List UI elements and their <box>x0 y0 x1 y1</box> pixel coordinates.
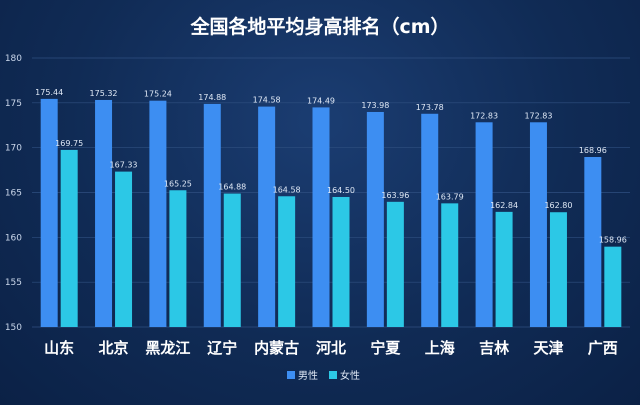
bar-female-2[interactable] <box>169 190 187 327</box>
data-label-female-3: 164.88 <box>218 183 246 192</box>
bar-female-3[interactable] <box>223 193 241 327</box>
data-label-female-4: 164.58 <box>273 185 301 194</box>
data-label-female-2: 165.25 <box>164 179 192 188</box>
bar-male-8[interactable] <box>475 122 493 327</box>
data-label-male-8: 172.83 <box>470 111 498 120</box>
x-axis: 山东 北京 黑龙江 辽宁 内蒙古 河北 宁夏 上海 吉林 天津 广西 <box>44 339 618 357</box>
x-tick-label-5: 河北 <box>316 339 346 357</box>
y-tick-label: 160 <box>5 233 22 243</box>
x-tick-label-9: 天津 <box>533 339 563 357</box>
y-tick-label: 165 <box>5 189 22 199</box>
bar-female-8[interactable] <box>495 211 513 327</box>
y-axis: 150 155 160 165 170 175 180 <box>5 54 22 333</box>
bar-male-10[interactable] <box>584 156 602 327</box>
y-tick-label: 170 <box>5 144 22 154</box>
data-label-female-9: 162.80 <box>544 201 572 210</box>
data-label-male-0: 175.44 <box>35 88 63 97</box>
data-label-female-7: 163.79 <box>436 192 464 201</box>
legend[interactable]: 男性 女性 <box>287 369 360 382</box>
data-label-male-4: 174.58 <box>253 96 281 105</box>
data-label-female-8: 162.84 <box>490 201 518 210</box>
chart-title: 全国各地平均身高排名（cm） <box>189 15 449 38</box>
data-label-female-10: 158.96 <box>599 236 627 245</box>
data-label-male-3: 174.88 <box>198 93 226 102</box>
bar-female-10[interactable] <box>604 246 622 327</box>
legend-label-0[interactable]: 男性 <box>298 369 318 382</box>
bar-male-0[interactable] <box>40 98 58 327</box>
data-label-male-10: 168.96 <box>579 146 607 155</box>
x-tick-label-3: 辽宁 <box>207 339 237 357</box>
bar-female-5[interactable] <box>332 196 350 327</box>
bar-male-4[interactable] <box>258 106 276 327</box>
bar-male-2[interactable] <box>149 100 167 327</box>
data-label-female-0: 169.75 <box>55 139 83 148</box>
bar-female-6[interactable] <box>386 201 404 327</box>
y-tick-label: 175 <box>5 99 22 109</box>
legend-swatch-0[interactable] <box>287 371 295 379</box>
y-tick-label: 155 <box>5 278 22 288</box>
x-tick-label-8: 吉林 <box>479 339 510 357</box>
bar-male-1[interactable] <box>95 99 113 328</box>
bar-female-4[interactable] <box>278 196 296 327</box>
bar-female-0[interactable] <box>60 149 78 327</box>
data-label-female-5: 164.50 <box>327 186 355 195</box>
bar-male-7[interactable] <box>421 113 439 327</box>
x-tick-label-4: 内蒙古 <box>254 339 299 357</box>
data-label-male-6: 173.98 <box>361 101 389 110</box>
bars <box>40 98 622 328</box>
bar-female-7[interactable] <box>441 203 459 327</box>
x-tick-label-7: 上海 <box>425 339 455 357</box>
x-tick-label-6: 宁夏 <box>370 339 401 357</box>
y-tick-label: 180 <box>5 54 22 64</box>
data-label-male-1: 175.32 <box>90 89 118 98</box>
data-label-female-6: 163.96 <box>381 191 409 200</box>
bar-female-1[interactable] <box>115 171 133 327</box>
x-tick-label-10: 广西 <box>588 339 618 357</box>
bar-male-9[interactable] <box>529 122 547 327</box>
data-label-male-9: 172.83 <box>524 111 552 120</box>
bar-female-9[interactable] <box>549 212 567 327</box>
data-label-male-2: 175.24 <box>144 90 172 99</box>
bar-male-3[interactable] <box>203 103 221 327</box>
data-label-male-7: 173.78 <box>416 103 444 112</box>
data-label-female-1: 167.33 <box>110 161 138 170</box>
bar-male-6[interactable] <box>366 111 384 327</box>
bar-male-5[interactable] <box>312 107 330 327</box>
legend-swatch-1[interactable] <box>329 371 337 379</box>
y-tick-label: 150 <box>5 323 22 333</box>
data-labels: 175.44 169.75 175.32 167.33 175.24 165.25 174.… <box>35 88 627 245</box>
x-tick-label-2: 黑龙江 <box>145 339 190 357</box>
data-label-male-5: 174.49 <box>307 96 335 105</box>
legend-label-1[interactable]: 女性 <box>340 369 360 382</box>
x-tick-label-0: 山东 <box>44 339 74 357</box>
x-tick-label-1: 北京 <box>99 339 129 357</box>
